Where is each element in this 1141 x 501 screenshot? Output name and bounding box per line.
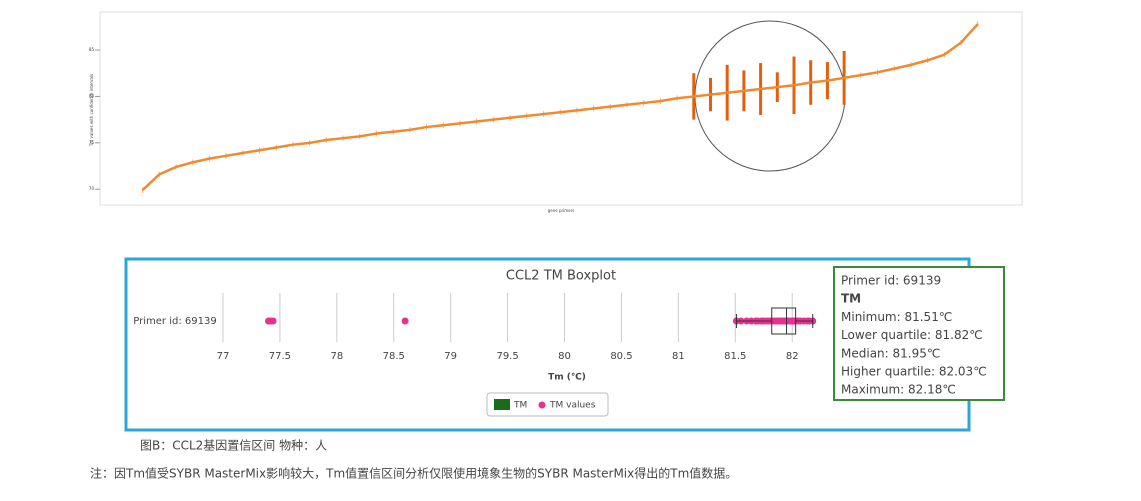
x-tick-label: 82 — [786, 351, 799, 362]
legend-swatch-point — [538, 401, 546, 409]
legend-label: TM — [513, 401, 527, 411]
x-tick-label: 79.5 — [496, 351, 518, 362]
point — [269, 317, 277, 325]
y-tick-label: 70 — [89, 186, 95, 191]
x-tick-label: 80.5 — [610, 351, 632, 362]
tooltip-line: TM — [841, 292, 861, 306]
boxplot-title: CCL2 TM Boxplot — [506, 269, 616, 284]
legend-swatch-box — [494, 399, 510, 410]
series-line — [141, 23, 979, 192]
top-y-label: Tm values with confidence intervals — [89, 74, 94, 147]
x-tick-label: 77 — [217, 351, 230, 362]
legend-label: TM values — [549, 401, 596, 411]
x-tick-label: 79 — [444, 351, 457, 362]
tooltip-line: Primer id: 69139 — [841, 274, 941, 288]
tooltip-line: Median: 81.95℃ — [841, 346, 940, 360]
x-tick-label: 81 — [672, 351, 685, 362]
box — [771, 307, 797, 335]
caption: 图B：CCL2基因置信区间 物种：人 — [140, 439, 327, 453]
x-tick-label: 78.5 — [383, 351, 405, 362]
x-tick-label: 81.5 — [724, 351, 746, 362]
x-tick-label: 80 — [558, 351, 571, 362]
tooltip-line: Higher quartile: 82.03℃ — [841, 365, 987, 379]
y-tick-label: 85 — [89, 47, 95, 52]
tooltip-line: Lower quartile: 81.82℃ — [841, 328, 983, 342]
note: 注：因Tm值受SYBR MasterMix影响较大，Tm值置信区间分析仅限使用境… — [90, 466, 737, 481]
y-tick-label: 75 — [89, 140, 95, 145]
tooltip-line: Maximum: 82.18℃ — [841, 383, 956, 397]
point — [401, 317, 409, 325]
y-tick-label: 80 — [89, 93, 95, 98]
legend-box — [486, 392, 609, 417]
top-plot-frame — [99, 11, 1023, 206]
top-x-label: gene primers — [548, 208, 575, 213]
tooltip — [833, 266, 1005, 401]
tooltip-line: Minimum: 81.51℃ — [841, 310, 952, 324]
x-tick-label: 78 — [330, 351, 343, 362]
category-label: Primer id: 69139 — [133, 316, 216, 327]
x-axis-label: Tm (℃) — [548, 373, 586, 383]
x-tick-label: 77.5 — [269, 351, 291, 362]
